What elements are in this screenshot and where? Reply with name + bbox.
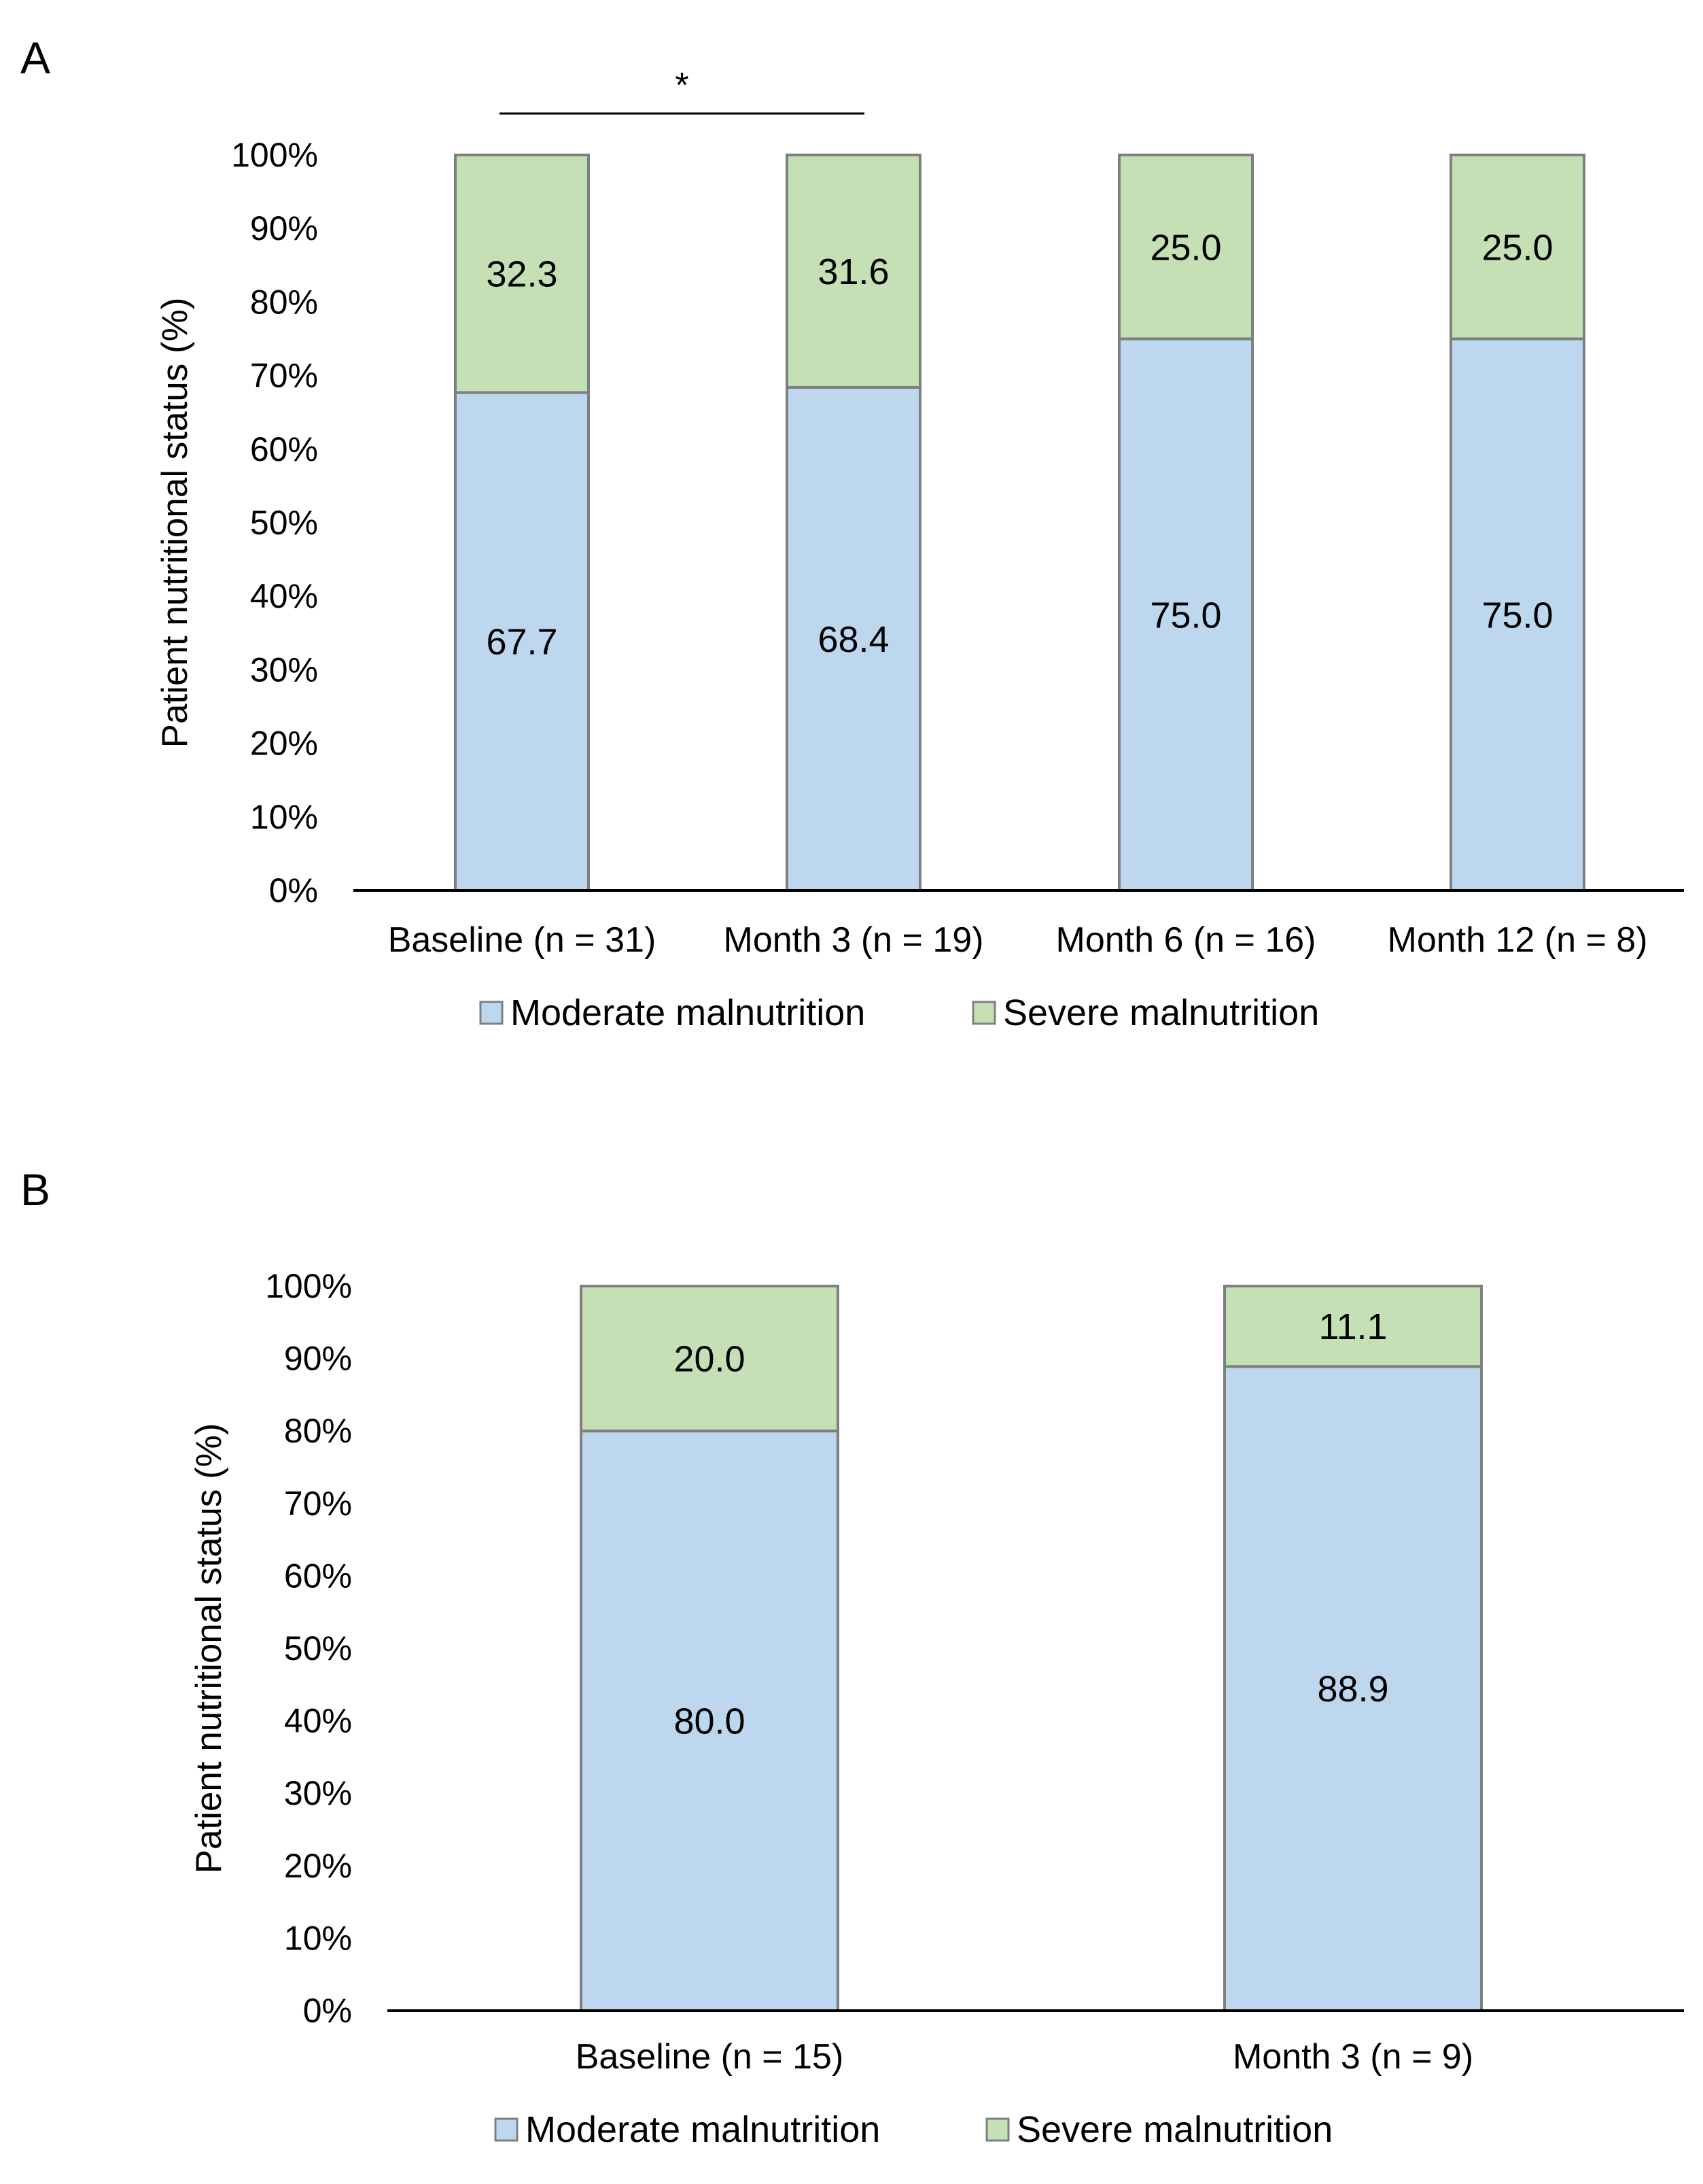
panel-a-chart: A 0% 10% 20% 30% 40% 50% 60% 70% 80% 90% 100% Patie… <box>20 33 1684 1033</box>
data-label: 80.0 <box>673 1701 745 1742</box>
y-tick-label: 40% <box>284 1702 352 1740</box>
category-label: Month 12 (n = 8) <box>1388 920 1648 960</box>
y-tick-label: 60% <box>284 1557 352 1595</box>
bar-segment <box>454 391 590 892</box>
bar-segment <box>786 154 921 389</box>
data-label: 68.4 <box>818 619 889 660</box>
y-tick-label: 80% <box>250 283 318 321</box>
data-label: 20.0 <box>673 1339 745 1380</box>
y-tick-label: 60% <box>250 430 318 468</box>
y-tick-label: 0% <box>303 1992 352 2030</box>
y-tick-label: 20% <box>250 725 318 763</box>
legend-swatch <box>494 2117 519 2142</box>
y-tick-label: 70% <box>284 1485 352 1523</box>
y-tick-label: 70% <box>250 357 318 395</box>
data-label: 25.0 <box>1481 227 1553 268</box>
category-label: Baseline (n = 15) <box>576 2037 844 2077</box>
legend-label: Moderate malnutrition <box>510 992 865 1033</box>
legend-swatch <box>985 2117 1010 2142</box>
bar-segment <box>1118 337 1254 892</box>
data-label: 75.0 <box>1481 595 1553 636</box>
category-label: Month 6 (n = 16) <box>1056 920 1316 960</box>
significance-star: * <box>675 66 688 105</box>
data-label: 67.7 <box>486 622 557 663</box>
y-tick-label: 20% <box>284 1847 352 1885</box>
legend-label: Severe malnutrition <box>1003 992 1319 1033</box>
bar-segment <box>580 1285 839 1433</box>
y-axis-title: Patient nutritional status (%) <box>189 1423 229 1874</box>
y-tick-label: 40% <box>250 577 318 615</box>
y-tick-label: 90% <box>284 1340 352 1378</box>
legend-swatch <box>479 1001 504 1025</box>
panel-a-letter: A <box>20 33 50 83</box>
y-tick-label: 30% <box>284 1774 352 1812</box>
legend-swatch <box>972 1001 996 1025</box>
bar-segment <box>1223 1285 1483 1368</box>
bar-segment <box>1223 1365 1483 2013</box>
bar-segment <box>580 1429 839 2012</box>
y-tick-label: 30% <box>250 651 318 689</box>
bar-segment <box>1450 154 1585 341</box>
y-tick-label: 100% <box>231 136 318 174</box>
data-label: 32.3 <box>486 254 557 295</box>
y-tick-label: 50% <box>250 504 318 542</box>
y-tick-label: 90% <box>250 209 318 247</box>
y-tick-label: 50% <box>284 1629 352 1667</box>
data-label: 25.0 <box>1150 227 1221 268</box>
legend-label: Moderate malnutrition <box>525 2109 880 2150</box>
y-axis-title: Patient nutritional status (%) <box>155 298 195 748</box>
bar-segment <box>1118 154 1254 341</box>
data-label: 75.0 <box>1150 595 1221 636</box>
panel-b-letter: B <box>20 1164 50 1215</box>
legend-label: Severe malnutrition <box>1017 2109 1333 2150</box>
y-tick-label: 10% <box>250 798 318 836</box>
panel-b-chart: B 0% 10% 20% 30% 40% 50% 60% 70% 80% 90% 100% Patie… <box>20 1164 1684 2150</box>
category-label: Month 3 (n = 9) <box>1233 2037 1473 2077</box>
y-tick-label: 0% <box>269 871 318 909</box>
y-tick-label: 10% <box>284 1919 352 1957</box>
y-tick-label: 80% <box>284 1412 352 1450</box>
data-label: 11.1 <box>1318 1306 1387 1347</box>
y-tick-label: 100% <box>265 1267 352 1305</box>
category-label: Month 3 (n = 19) <box>724 920 984 960</box>
bar-segment <box>454 154 590 394</box>
data-label: 31.6 <box>818 252 889 292</box>
data-label: 88.9 <box>1317 1669 1388 1710</box>
category-label: Baseline (n = 31) <box>388 920 656 960</box>
